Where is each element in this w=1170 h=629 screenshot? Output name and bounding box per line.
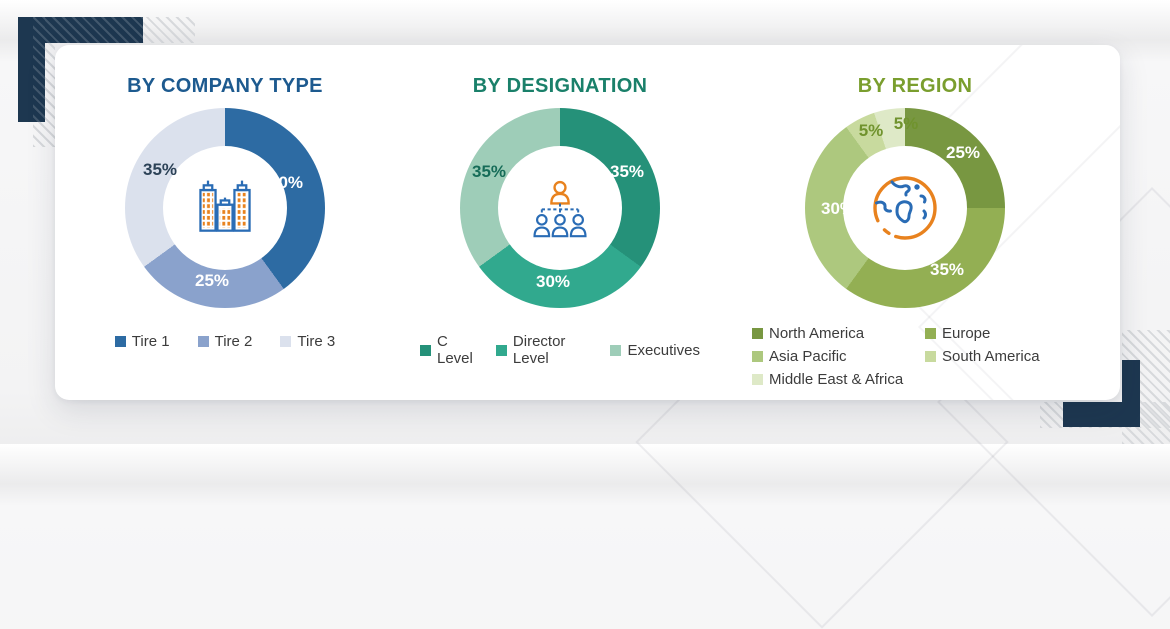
infographic-card: BY COMPANY TYPE: [55, 45, 1120, 400]
chart-designation: BY DESIGNATION: [420, 45, 700, 367]
legend-label: Tire 2: [214, 333, 253, 350]
legend-label: Tire 3: [297, 333, 336, 350]
legend-swatch: [420, 344, 431, 356]
donut-region: 25% 35% 30% 5% 5%: [805, 108, 1005, 308]
legend-item-tire-2: Tire 2: [197, 333, 253, 350]
legend-region: North America Europe Asia Pacific South …: [752, 324, 1070, 388]
legend-label: Asia Pacific: [769, 347, 847, 365]
legend-swatch: [925, 350, 936, 362]
legend-swatch: [610, 344, 622, 356]
donut-company-type: 40% 25% 35%: [125, 108, 325, 308]
slice-label-director-level: 30%: [535, 272, 571, 291]
legend-label: North America: [769, 324, 865, 342]
legend-label: Director Level: [512, 333, 566, 367]
slice-label-tire-2: 25%: [194, 271, 230, 290]
org-chart-icon: [533, 180, 587, 238]
legend-item-south-america: South America: [925, 347, 1082, 365]
legend-item-north-america: North America: [752, 324, 925, 342]
slice-label-tire-1: 40%: [268, 173, 304, 192]
slice-label-middle-east-africa: 5%: [893, 114, 919, 133]
chart-region: BY REGION 25% 35% 30% 5%: [740, 45, 1070, 388]
donut-designation: 35% 30% 35%: [460, 108, 660, 308]
legend-swatch: [197, 336, 209, 347]
slice-label-tire-3: 35%: [142, 160, 178, 179]
chart-title-region: BY REGION: [857, 75, 973, 97]
donut-center: [498, 146, 622, 270]
slice-label-c-level: 35%: [609, 162, 645, 181]
legend-label: Europe: [942, 324, 991, 342]
donut-center: [163, 146, 287, 270]
legend-item-director-level: Director Level: [495, 333, 598, 367]
slice-label-north-america: 25%: [945, 143, 981, 162]
globe-icon: [873, 176, 937, 240]
legend-item-tire-1: Tire 1: [114, 333, 170, 350]
legend-swatch: [925, 327, 936, 339]
legend-label: C Level: [437, 333, 473, 367]
buildings-icon: [199, 180, 251, 232]
legend-item-executives: Executives: [610, 333, 700, 367]
legend-label: South America: [942, 347, 1040, 365]
donut-center: [843, 146, 967, 270]
legend-swatch: [114, 336, 126, 347]
legend-item-europe: Europe: [925, 324, 1082, 342]
legend-label: Executives: [627, 341, 700, 359]
legend-swatch: [752, 350, 763, 362]
chart-title-company-type: BY COMPANY TYPE: [127, 75, 323, 97]
slice-label-asia-pacific: 30%: [820, 199, 856, 218]
slice-label-executives: 35%: [471, 162, 507, 181]
legend-company-type: Tire 1 Tire 2 Tire 3: [85, 333, 365, 350]
legend-swatch: [752, 327, 763, 339]
legend-swatch: [752, 373, 763, 385]
legend-label: Middle East & Africa: [769, 370, 904, 388]
legend-designation: C Level Director Level Executives: [420, 333, 700, 367]
chart-title-designation: BY DESIGNATION: [472, 75, 648, 97]
chart-company-type: BY COMPANY TYPE: [85, 45, 365, 350]
corner-navy-decoration: [18, 17, 33, 122]
slice-label-europe: 35%: [929, 260, 965, 279]
legend-item-tire-3: Tire 3: [280, 333, 335, 350]
legend-item-c-level: C Level: [420, 333, 483, 367]
legend-item-middle-east-africa: Middle East & Africa: [752, 370, 925, 388]
slice-label-south-america: 5%: [858, 121, 884, 140]
legend-swatch: [495, 344, 507, 356]
legend-label: Tire 1: [131, 333, 170, 350]
legend-swatch: [280, 336, 292, 347]
corner-navy-decoration: [1122, 360, 1140, 427]
legend-item-asia-pacific: Asia Pacific: [752, 347, 925, 365]
